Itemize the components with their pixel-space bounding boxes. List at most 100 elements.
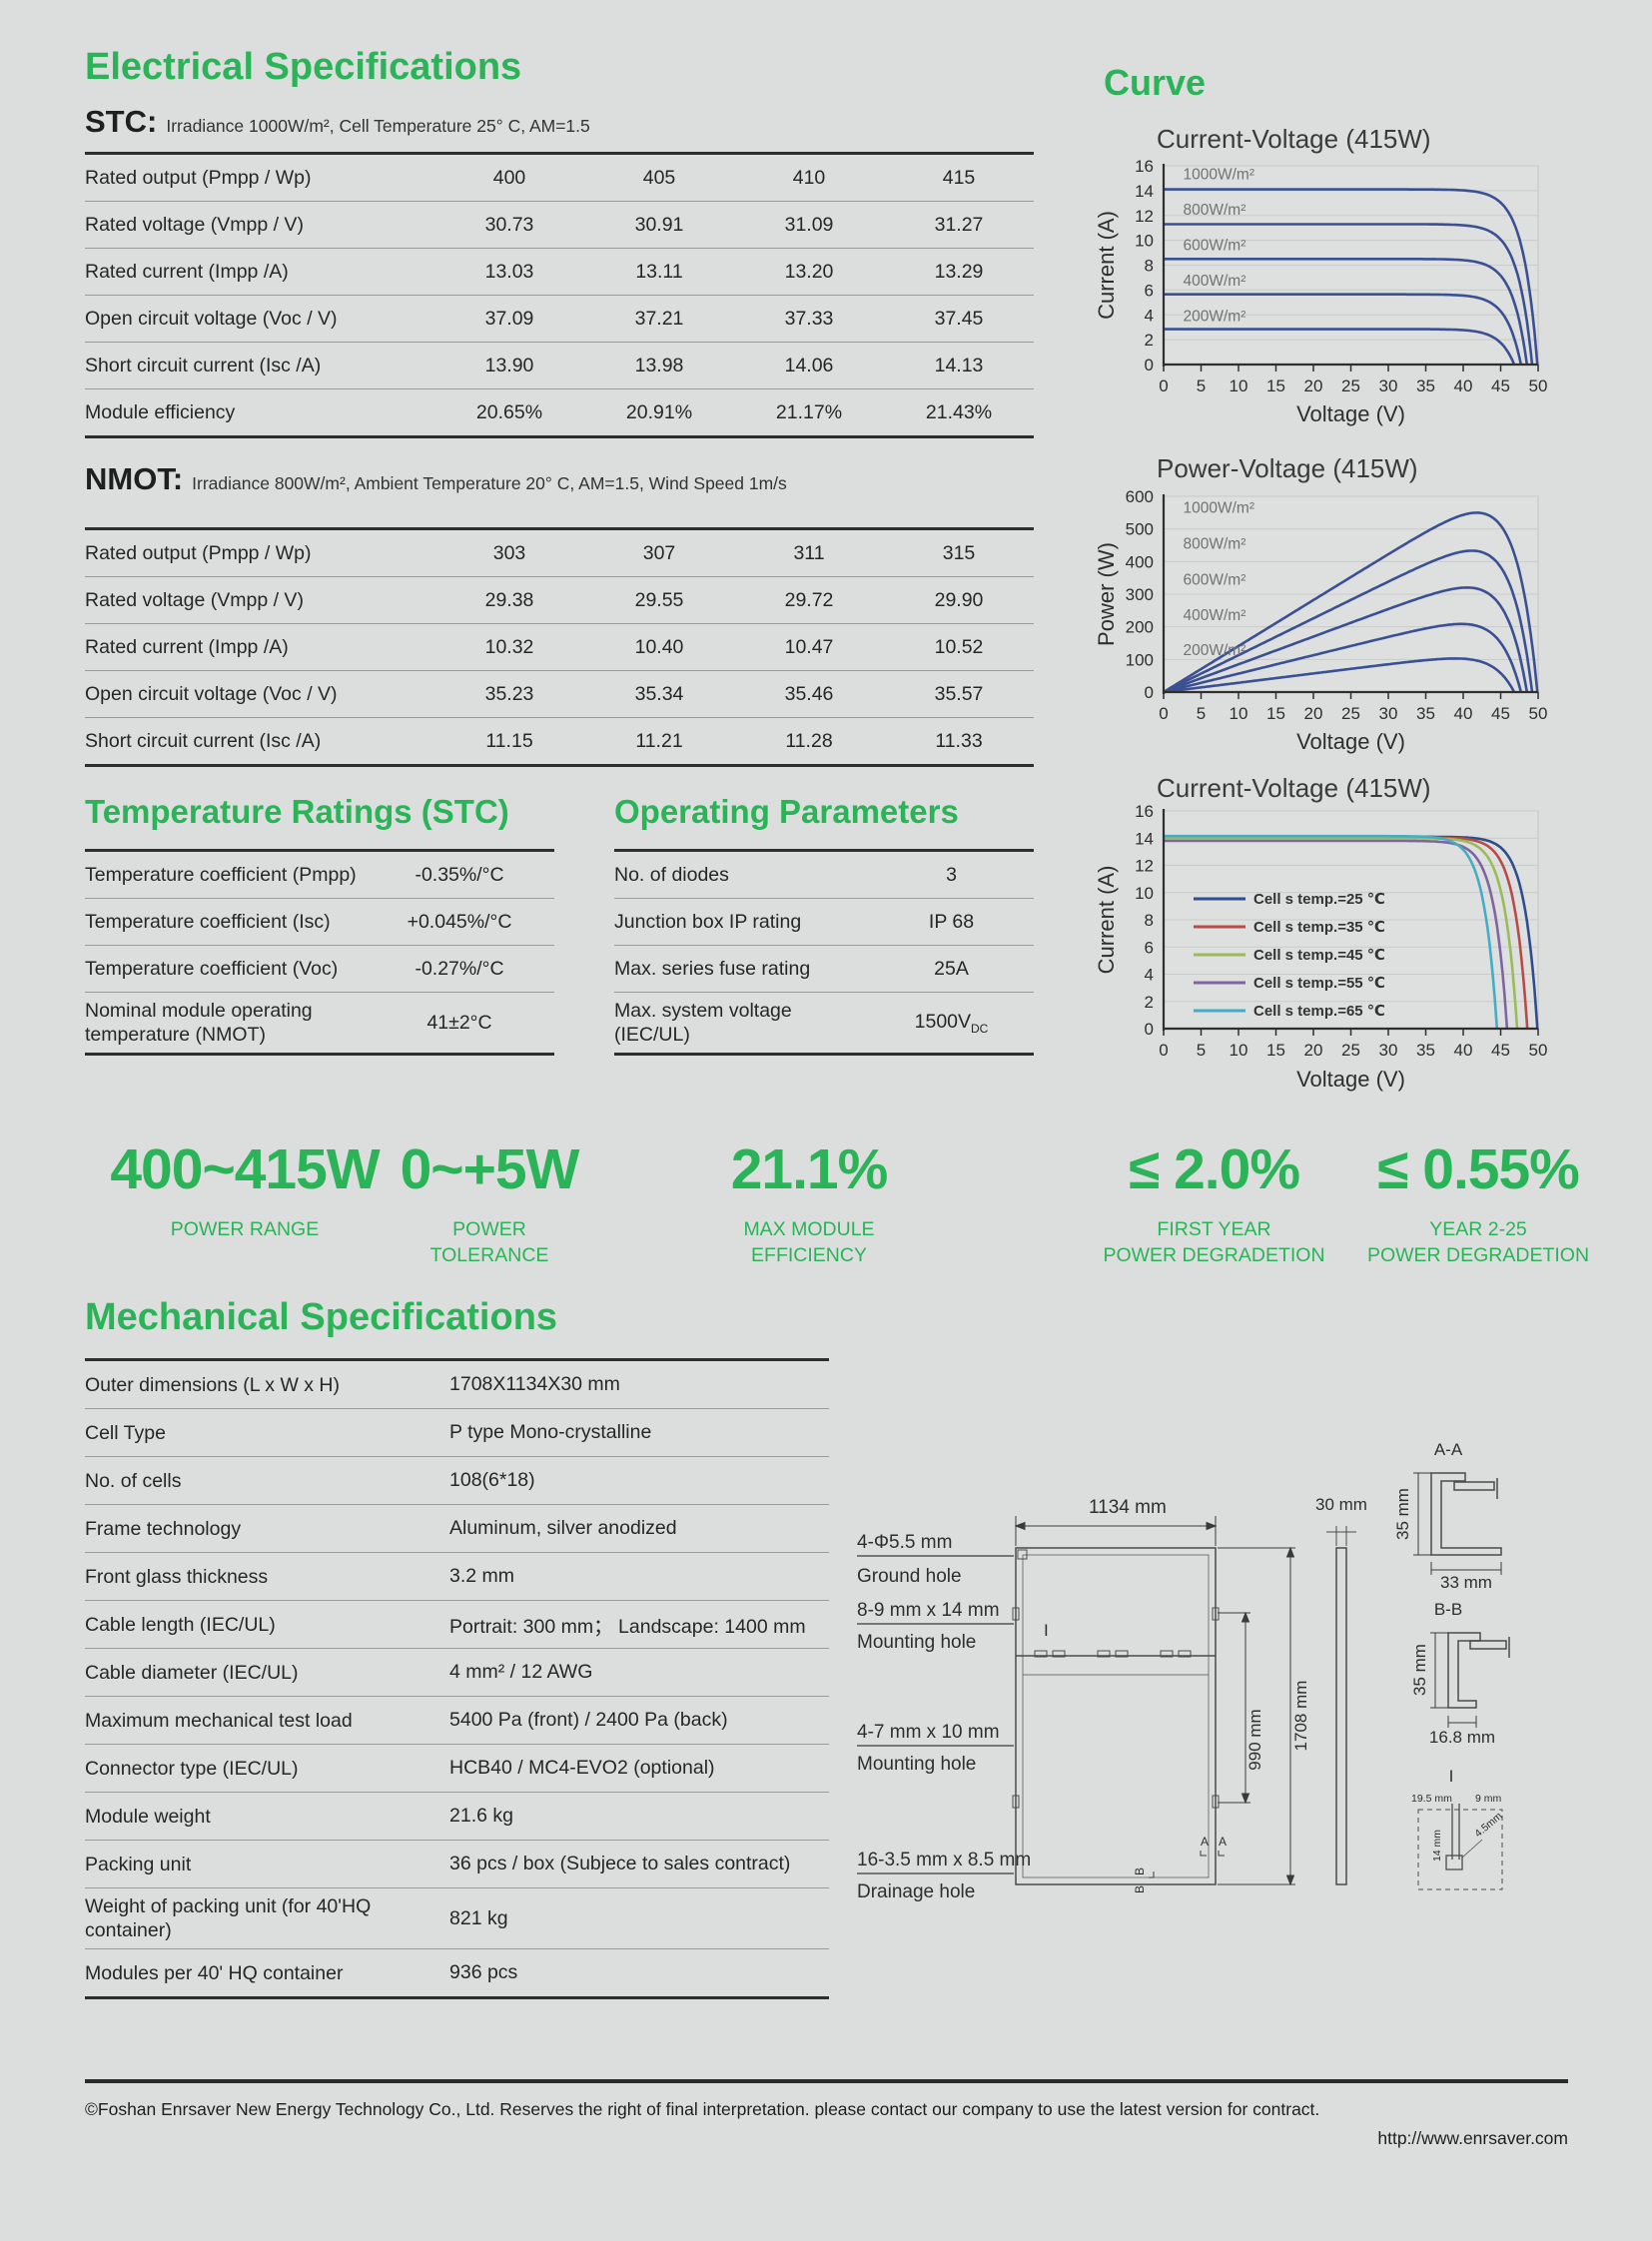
- table-row: Connector type (IEC/UL) HCB40 / MC4-EVO2 …: [85, 1745, 829, 1793]
- callout-name: Drainage hole: [857, 1881, 975, 1902]
- chart-title: Power-Voltage (415W): [1157, 453, 1418, 483]
- row-value: 35.34: [634, 682, 684, 705]
- row-label: Cell Type: [85, 1421, 166, 1444]
- row-value: 29.38: [484, 588, 534, 611]
- row-value: 13.90: [484, 354, 534, 376]
- row-value: 41±2°C: [426, 1011, 492, 1034]
- table-row: Modules per 40' HQ container 936 pcs: [85, 1949, 829, 1996]
- section-b-mark-line: [1149, 1871, 1155, 1878]
- y-tick-label: 600: [1126, 487, 1154, 506]
- section-aa-title: A-A: [1434, 1440, 1463, 1459]
- highlight-value: 400~415W: [110, 1137, 380, 1201]
- y-tick-label: 10: [1135, 232, 1154, 251]
- highlight-max-efficiency: 21.1% MAX MODULE EFFICIENCY: [699, 1136, 919, 1268]
- stc-conditions: STC: Irradiance 1000W/m², Cell Temperatu…: [85, 104, 590, 140]
- x-tick-label: 5: [1197, 376, 1206, 395]
- curve-2: [1164, 837, 1519, 1030]
- x-tick-label: 30: [1379, 1041, 1398, 1060]
- row-value: 405: [642, 166, 676, 189]
- iv-irradiance-chart: 1000W/m² 800W/m² 600W/m² 400W/m² 200W/m² 0 5 10…: [1094, 108, 1583, 442]
- mechanical-specs-title: Mechanical Specifications: [85, 1296, 558, 1338]
- section-a-mark-line: [1218, 1851, 1225, 1857]
- highlight-caption: YEAR 2-25 POWER DEGRADETION: [1366, 1218, 1590, 1266]
- section-a-mark-line: [1200, 1851, 1207, 1857]
- x-tick-label: 45: [1491, 704, 1510, 723]
- y-axis-label: Current (A): [1094, 211, 1119, 320]
- series-label: 600W/m²: [1184, 571, 1246, 588]
- callout-value: 16-3.5 mm x 8.5 mm: [857, 1850, 1031, 1870]
- section-bb-profile: [1447, 1632, 1510, 1709]
- highlight-power-range: 400~415W POWER RANGE: [95, 1136, 395, 1242]
- y-tick-label: 2: [1145, 993, 1154, 1012]
- row-label: Rated current (Impp /A): [85, 261, 289, 283]
- chart-title: Current-Voltage (415W): [1157, 124, 1431, 154]
- row-label: Temperature coefficient (Voc): [85, 958, 339, 980]
- section-b-marker: B: [1133, 1885, 1147, 1893]
- table-row: Open circuit voltage (Voc / V) 37.09 37.21…: [85, 296, 1034, 343]
- row-value: 311: [793, 541, 825, 564]
- row-value: IP 68: [928, 910, 975, 933]
- table-row: Temperature coefficient (Pmpp) -0.35%/°C: [85, 852, 554, 899]
- x-tick-label: 5: [1197, 1041, 1206, 1060]
- operating-parameters-table: No. of diodes 3 Junction box IP rating IP 6…: [614, 849, 1034, 1056]
- mechanical-drawing: 1134 mm 990 mm 1708 mm 30 mm I A A: [857, 1440, 1510, 1902]
- highlight-value: 21.1%: [730, 1137, 889, 1201]
- highlight-caption: POWER TOLERANCE: [429, 1218, 549, 1266]
- temperature-ratings-title: Temperature Ratings (STC): [85, 793, 509, 830]
- table-row: Junction box IP rating IP 68: [614, 899, 1034, 946]
- x-tick-label: 10: [1230, 704, 1248, 723]
- y-tick-label: 14: [1135, 829, 1154, 848]
- row-label: Rated voltage (Vmpp / V): [85, 214, 304, 236]
- series-label: 1000W/m²: [1184, 499, 1255, 516]
- x-axis-label: Voltage (V): [1296, 1067, 1405, 1092]
- table-row: Packing unit 36 pcs / box (Subjece to sal…: [85, 1841, 829, 1888]
- row-label: Junction box IP rating: [614, 911, 802, 933]
- row-value: 11.33: [935, 729, 983, 752]
- callout-drainage-hole: 16-3.5 mm x 8.5 mm Drainage hole: [857, 1850, 1031, 1902]
- row-value: 20.65%: [475, 400, 543, 423]
- height-dimensions: [1218, 1546, 1295, 1886]
- series-label: 600W/m²: [1184, 238, 1246, 255]
- row-value: 5400 Pa (front) / 2400 Pa (back): [449, 1709, 728, 1731]
- row-value: 13.98: [634, 354, 684, 376]
- row-value: HCB40 / MC4-EVO2 (optional): [449, 1757, 715, 1779]
- curve-3: [1164, 293, 1523, 366]
- detail-i-topleft: 19.5 mm: [1411, 1793, 1452, 1805]
- table-row: Temperature coefficient (Isc) +0.045%/°C: [85, 899, 554, 946]
- table-row: Frame technology Aluminum, silver anodize…: [85, 1505, 829, 1553]
- table-row: Weight of packing unit (for 40'HQ contai…: [85, 1888, 829, 1949]
- row-label: Open circuit voltage (Voc / V): [85, 683, 338, 705]
- row-label: Maximum mechanical test load: [85, 1709, 353, 1732]
- section-bb-height: 35 mm: [1410, 1644, 1429, 1696]
- nmot-label: NMOT:: [85, 461, 184, 496]
- temperature-ratings-table: Temperature coefficient (Pmpp) -0.35%/°C T…: [85, 849, 554, 1056]
- row-value: 3: [946, 863, 957, 886]
- row-value: 21.43%: [925, 400, 993, 423]
- highlight-value: ≤ 0.55%: [1377, 1137, 1580, 1201]
- series-label: 800W/m²: [1184, 202, 1246, 219]
- row-label: Cable length (IEC/UL): [85, 1613, 276, 1636]
- x-tick-label: 40: [1454, 1041, 1473, 1060]
- row-value: 936 pcs: [449, 1961, 518, 1983]
- row-value: P type Mono-crystalline: [449, 1421, 652, 1443]
- row-value: 35.46: [784, 682, 834, 705]
- section-b-marker: B: [1133, 1868, 1147, 1875]
- x-tick-label: 50: [1529, 1041, 1548, 1060]
- series-label: 800W/m²: [1184, 535, 1246, 552]
- callout-ground-hole: 4-Φ5.5 mm Ground hole: [857, 1532, 1014, 1587]
- row-value: 303: [492, 541, 526, 564]
- stc-table: Rated output (Pmpp / Wp) 400 405 410 415 Rate…: [85, 152, 1034, 438]
- table-row: No. of cells 108(6*18): [85, 1457, 829, 1505]
- row-value: 13.20: [784, 260, 834, 283]
- curve-2: [1164, 258, 1529, 366]
- row-value: Aluminum, silver anodized: [449, 1517, 677, 1539]
- y-tick-label: 0: [1145, 683, 1154, 702]
- x-tick-label: 35: [1416, 376, 1435, 395]
- table-row: Max. series fuse rating 25A: [614, 946, 1034, 993]
- x-axis-label: Voltage (V): [1296, 401, 1405, 426]
- detail-i-title: I: [1449, 1767, 1454, 1786]
- x-tick-label: 20: [1304, 704, 1323, 723]
- callout-name: Mounting hole: [857, 1754, 976, 1775]
- y-tick-label: 16: [1135, 157, 1154, 176]
- highlight-power-tolerance: 0~+5W POWER TOLERANCE: [385, 1136, 594, 1268]
